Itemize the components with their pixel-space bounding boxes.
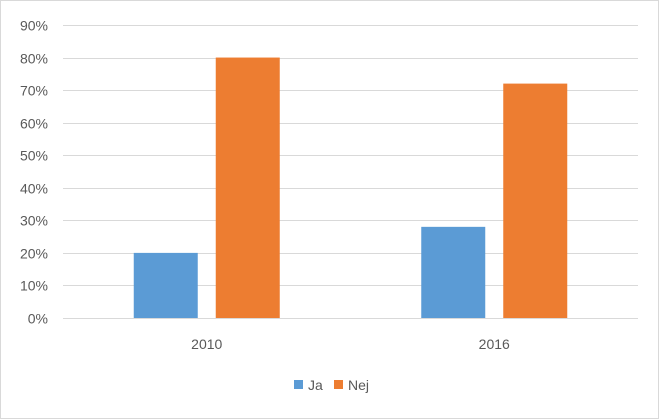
bars	[133, 57, 568, 319]
y-tick-label: 10%	[20, 278, 48, 294]
y-axis-tick-labels: 0% 10% 20% 30% 40% 50% 60% 70% 80% 90%	[20, 18, 48, 327]
y-tick-label: 50%	[20, 148, 48, 164]
y-tick-label: 80%	[20, 51, 48, 67]
legend-swatch	[334, 380, 343, 389]
x-tick-label: 2010	[191, 336, 222, 352]
bar-nej-2010	[215, 57, 280, 319]
y-tick-label: 90%	[20, 18, 48, 34]
bar-ja-2010	[133, 252, 198, 318]
legend: Ja Nej	[294, 377, 369, 393]
y-tick-label: 70%	[20, 83, 48, 99]
legend-label: Nej	[348, 377, 369, 393]
y-tick-label: 30%	[20, 213, 48, 229]
bar-nej-2016	[503, 83, 568, 318]
y-tick-label: 60%	[20, 116, 48, 132]
y-tick-label: 40%	[20, 181, 48, 197]
y-tick-label: 20%	[20, 246, 48, 262]
bar-ja-2016	[421, 226, 486, 318]
x-tick-label: 2016	[479, 336, 510, 352]
x-axis-tick-labels: 2010 2016	[191, 336, 510, 352]
y-tick-label: 0%	[28, 311, 48, 327]
legend-swatch	[294, 380, 303, 389]
legend-label: Ja	[308, 377, 323, 393]
